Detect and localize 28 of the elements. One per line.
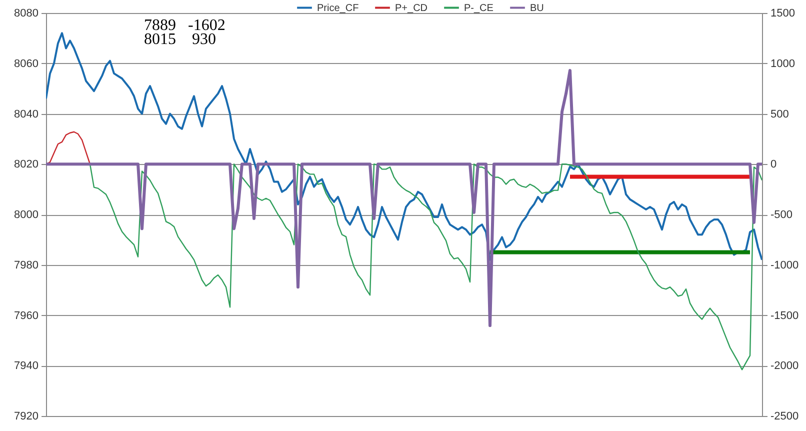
y2-tick-label: 1500: [770, 8, 795, 20]
y2-tick-label: -2000: [770, 360, 799, 372]
annotation: 8015 930: [144, 31, 216, 48]
y-tick-label: 8080: [14, 8, 38, 20]
y2-tick-label: 0: [770, 158, 777, 171]
line-series: [46, 68, 762, 328]
y2-tick-label: -1000: [770, 259, 799, 272]
legend-label: P-_CE: [464, 2, 494, 14]
y2-tick-label: 500: [770, 108, 789, 120]
y-tick-label: 8000: [14, 209, 38, 221]
legend-label: BU: [530, 2, 544, 14]
y-tick-label: 7940: [14, 360, 38, 372]
y-tick-label: 7960: [14, 310, 38, 322]
y2-tick-label: -500: [770, 209, 793, 221]
line-series: [89, 164, 762, 370]
y2-tick-label: 1000: [770, 58, 795, 70]
y2-tick-label: -2500: [770, 410, 799, 422]
y-tick-label: 8020: [14, 158, 38, 171]
legend-label: Price_CF: [317, 2, 359, 14]
y-tick-label: 7920: [14, 410, 38, 422]
legend-label: P+_CD: [395, 2, 428, 14]
line-series: [46, 32, 762, 261]
y-tick-label: 8060: [14, 58, 38, 70]
y-tick-label: 7980: [14, 259, 38, 272]
line-series: [46, 131, 91, 165]
y-tick-label: 8040: [14, 108, 38, 120]
y2-tick-label: -1500: [770, 310, 799, 322]
annotation: 7889 -1602: [144, 17, 226, 34]
